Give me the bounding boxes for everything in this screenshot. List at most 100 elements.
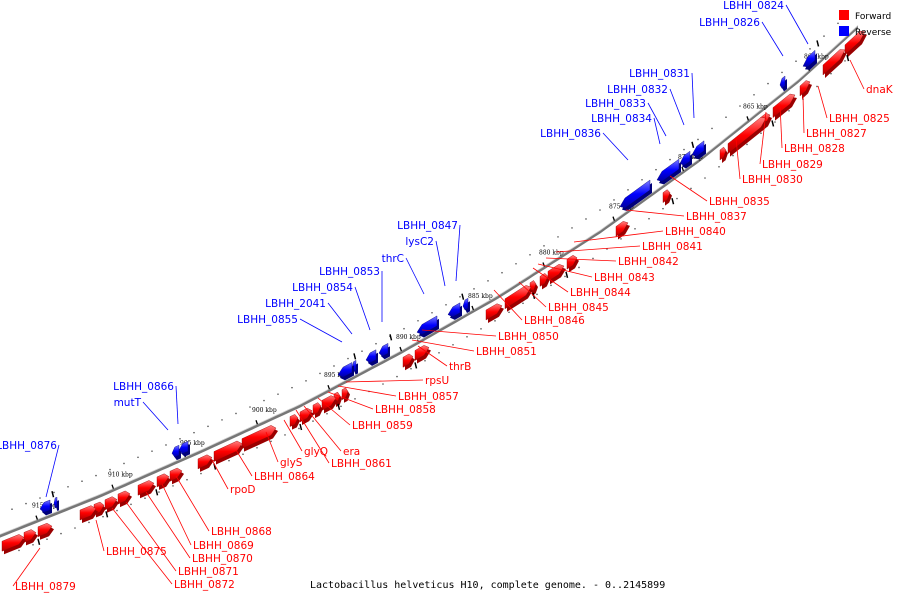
pos-dot-lower (382, 383, 384, 385)
pos-dot-upper (53, 491, 55, 494)
fwd-feature-22[interactable] (289, 414, 303, 431)
rev-feature-9-marker (389, 334, 393, 341)
rev-feature-16[interactable] (53, 496, 59, 511)
pos-dot-lower (550, 284, 552, 287)
pos-dot-upper (543, 245, 545, 247)
label-fwd-dnak-leader (849, 59, 865, 90)
fwd-feature-32[interactable] (79, 505, 98, 523)
label-fwd-lbhh-0870-leader (145, 491, 191, 559)
rev-feature-10-body (365, 349, 377, 364)
label-fwd-lbhh-0827: LBHH_0827 (802, 95, 867, 140)
rev-feature-3[interactable] (679, 141, 695, 169)
label-fwd-lbhh-0861-leader (295, 409, 330, 464)
label-fwd-lbhh-0870-text: LBHH_0870 (192, 553, 253, 565)
fwd-feature-6[interactable] (719, 146, 728, 163)
fwd-feature-16[interactable] (402, 353, 418, 371)
fwd-feature-29[interactable] (117, 490, 132, 508)
label-rev-lbhh-0833: LBHH_0833 (585, 98, 667, 137)
pos-dot-upper (655, 168, 657, 171)
fwd-feature-20[interactable] (312, 402, 323, 419)
pos-dot-lower (522, 302, 524, 305)
label-rev-mutt-text: mutT (114, 397, 142, 409)
label-fwd-lbhh-0861-text: LBHH_0861 (331, 458, 392, 470)
pos-dot-upper (403, 327, 405, 330)
label-rev-lbhh-0831-text: LBHH_0831 (629, 68, 690, 80)
fwd-feature-9[interactable] (566, 255, 579, 273)
rev-feature-4[interactable] (656, 158, 681, 185)
fwd-feature-26[interactable] (169, 467, 184, 485)
fwd-feature-28[interactable] (137, 480, 159, 499)
tick-mark-910-kbp (111, 484, 115, 489)
pos-dot-upper (361, 350, 363, 352)
fwd-feature-24[interactable] (213, 440, 244, 465)
label-fwd-lbhh-0850-leader (421, 329, 497, 337)
fwd-feature-8[interactable] (615, 221, 630, 240)
label-fwd-lbhh-0845-leader (518, 281, 547, 308)
rev-feature-6[interactable] (447, 293, 465, 320)
label-fwd-lbhh-0843-leader (537, 263, 593, 278)
rev-feature-9[interactable] (378, 334, 393, 360)
label-fwd-glys-text: glyS (280, 457, 303, 469)
label-fwd-lbhh-0875-text: LBHH_0875 (106, 546, 167, 558)
label-fwd-lbhh-0864-leader (235, 449, 253, 477)
rev-feature-5[interactable] (619, 179, 652, 211)
pos-dot-upper (753, 94, 755, 96)
rev-feature-15[interactable] (39, 491, 55, 516)
pos-dot-lower (704, 177, 706, 179)
rev-feature-7[interactable] (416, 315, 439, 338)
rev-feature-12-body (337, 362, 353, 378)
fwd-feature-5[interactable] (727, 116, 768, 157)
label-fwd-lbhh-0840: LBHH_0840 (573, 226, 726, 243)
fwd-feature-1[interactable] (822, 49, 850, 78)
pos-dot-lower (32, 544, 34, 546)
fwd-feature-27[interactable] (156, 473, 171, 490)
tick-mark-915-kbp (35, 515, 39, 520)
fwd-feature-17[interactable] (341, 387, 350, 403)
rev-feature-13[interactable] (171, 444, 181, 461)
pos-dot-upper (501, 271, 503, 274)
pos-dot-lower (760, 132, 762, 134)
pos-dot-upper (319, 372, 321, 375)
fwd-feature-33[interactable] (37, 522, 54, 540)
tick-mark-895-kbp (327, 384, 331, 390)
pos-dot-lower (326, 412, 328, 415)
label-fwd-lbhh-0870: LBHH_0870 (145, 491, 253, 565)
label-rev-lbhh-0847: LBHH_0847 (397, 220, 461, 282)
label-fwd-era-leader (303, 405, 342, 452)
label-fwd-rpsu: rpsU (345, 375, 449, 387)
pos-dot-upper (235, 412, 237, 415)
pos-dot-upper (333, 365, 335, 367)
fwd-feature-34[interactable] (23, 529, 41, 546)
pos-dot-lower (480, 328, 482, 330)
label-fwd-lbhh-0829-leader (759, 111, 767, 165)
tick-mark-875-kbp (612, 216, 616, 221)
rev-feature-8[interactable] (462, 297, 470, 313)
rev-feature-2[interactable] (691, 140, 706, 160)
fwd-feature-35[interactable] (1, 534, 26, 555)
label-rev-lbhh-0826-leader (761, 21, 784, 57)
rev-feature-14[interactable] (178, 440, 190, 457)
label-fwd-lbhh-0868: LBHH_0868 (175, 475, 272, 538)
fwd-feature-7[interactable] (662, 189, 675, 206)
label-fwd-lbhh-0879: LBHH_0879 (12, 547, 76, 593)
fwd-feature-30[interactable] (104, 496, 119, 513)
rev-feature-0[interactable] (802, 40, 820, 70)
label-rev-lbhh-0855-leader (299, 318, 343, 343)
pos-dot-upper (193, 431, 195, 434)
fwd-feature-21[interactable] (299, 407, 314, 425)
label-rev-lbhh-0866: LBHH_0866 (113, 381, 179, 425)
rev-feature-10[interactable] (365, 349, 378, 366)
label-fwd-era: era (303, 405, 360, 458)
rev-feature-12[interactable] (337, 353, 357, 381)
label-rev-lbhh-0876-leader (45, 444, 60, 498)
label-fwd-lbhh-0837: LBHH_0837 (625, 209, 747, 223)
fwd-feature-2[interactable] (799, 80, 812, 99)
label-fwd-lbhh-0828-leader (779, 103, 783, 149)
fwd-feature-14[interactable] (485, 303, 504, 323)
fwd-feature-15[interactable] (414, 345, 431, 364)
rev-feature-1[interactable] (779, 75, 787, 92)
fwd-feature-25[interactable] (197, 454, 217, 472)
fwd-feature-4-marker (771, 120, 775, 127)
fwd-feature-19[interactable] (321, 395, 341, 414)
